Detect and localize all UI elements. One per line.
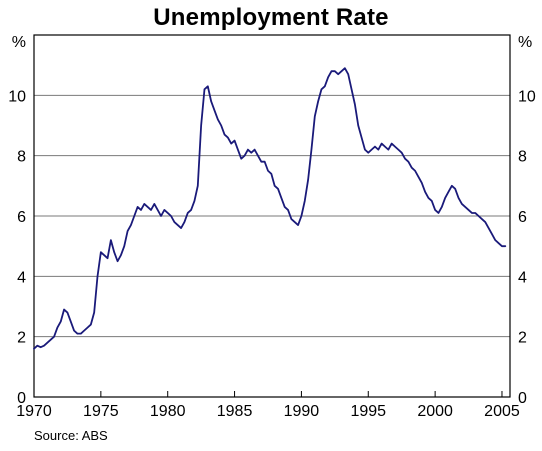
y-tick-label-left-6: 6 xyxy=(17,209,26,226)
source-note: Source: ABS xyxy=(34,428,108,443)
y-tick-label-left-2: 2 xyxy=(17,330,26,347)
y-unit-left: % xyxy=(12,34,26,51)
y-tick-label-right-0: 0 xyxy=(518,390,527,407)
x-tick-label-2000: 2000 xyxy=(417,403,453,420)
plot-frame xyxy=(33,34,511,398)
x-tick-label-1970: 1970 xyxy=(16,403,52,420)
y-tick-label-right-2: 2 xyxy=(518,330,527,347)
y-tick-label-left-8: 8 xyxy=(17,149,26,166)
y-tick-label-right-10: 10 xyxy=(518,88,536,105)
y-tick-label-left-10: 10 xyxy=(8,88,26,105)
x-tick-label-1995: 1995 xyxy=(350,403,386,420)
y-tick-label-right-8: 8 xyxy=(518,149,527,166)
y-tick-label-left-4: 4 xyxy=(17,269,26,286)
y-unit-right: % xyxy=(518,34,532,51)
y-tick-label-right-6: 6 xyxy=(518,209,527,226)
x-tick-label-1980: 1980 xyxy=(150,403,186,420)
chart-title: Unemployment Rate xyxy=(153,4,389,31)
x-tick-label-1985: 1985 xyxy=(217,403,253,420)
x-tick-label-1990: 1990 xyxy=(284,403,320,420)
y-tick-label-left-0: 0 xyxy=(17,390,26,407)
x-tick-label-1975: 1975 xyxy=(83,403,119,420)
y-tick-label-right-4: 4 xyxy=(518,269,527,286)
series-line-0 xyxy=(33,67,507,350)
x-tick-label-2005: 2005 xyxy=(484,403,520,420)
